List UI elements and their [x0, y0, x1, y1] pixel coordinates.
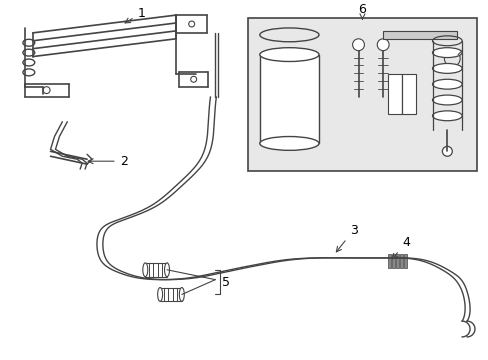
Text: 3: 3 [336, 224, 357, 252]
Ellipse shape [164, 263, 169, 277]
Ellipse shape [142, 263, 147, 277]
Bar [395, 254, 398, 268]
Ellipse shape [432, 63, 461, 73]
Bar [160, 288, 182, 301]
Bar [391, 254, 394, 268]
Ellipse shape [432, 95, 461, 105]
Ellipse shape [432, 48, 461, 58]
Circle shape [442, 147, 451, 156]
Bar [247, 18, 476, 171]
Ellipse shape [432, 79, 461, 89]
Ellipse shape [432, 111, 461, 121]
Bar [259, 55, 318, 143]
Text: 4: 4 [392, 236, 409, 259]
Text: 1: 1 [125, 6, 145, 23]
Bar [399, 254, 402, 268]
Bar [387, 254, 390, 268]
Text: 6: 6 [358, 3, 366, 19]
Ellipse shape [157, 288, 162, 301]
Text: 5: 5 [222, 276, 230, 289]
Circle shape [352, 39, 364, 51]
Bar [387, 74, 401, 114]
Circle shape [376, 39, 388, 51]
Bar [401, 74, 415, 114]
Ellipse shape [259, 48, 318, 62]
Bar [383, 31, 456, 39]
Ellipse shape [179, 288, 184, 301]
Text: 2: 2 [88, 155, 127, 168]
Ellipse shape [259, 136, 318, 150]
Bar [145, 263, 167, 277]
Bar [403, 254, 406, 268]
